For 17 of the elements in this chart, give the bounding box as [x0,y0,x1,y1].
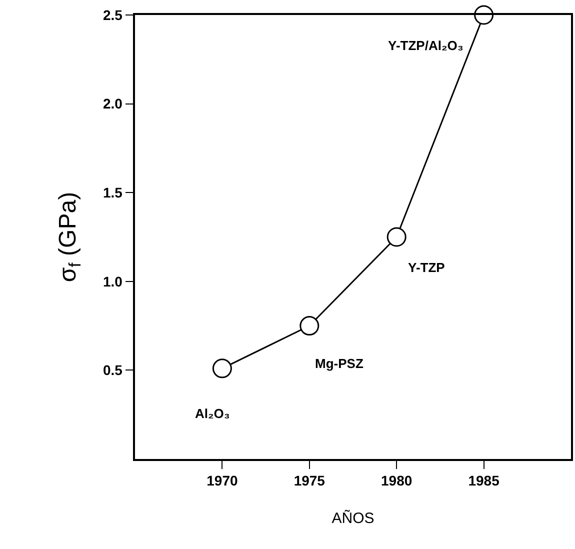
x-axis-title: AÑOS [332,509,374,528]
point [300,316,320,336]
y-tick-label: 2.0 [102,96,123,112]
y-tick-label: 1.0 [102,273,123,290]
point [386,227,406,247]
x-tick-label: 1975 [294,472,326,489]
y-tick-label: 2.5 [102,6,123,23]
annotation: Mg-PSZ [315,356,364,371]
annotation: Al₂O₃ [195,406,230,421]
x-tick-label: 1970 [206,472,238,489]
y-tick-label: 0.5 [102,362,123,378]
annotation: Y-TZP [408,260,446,275]
y-tick-label: 1.5 [102,184,123,200]
x-tick-label: 1980 [381,472,412,489]
annotation: Y-TZP/Al₂O₃ [388,38,464,53]
point [212,358,232,378]
x-tick-label: 1985 [468,472,500,489]
